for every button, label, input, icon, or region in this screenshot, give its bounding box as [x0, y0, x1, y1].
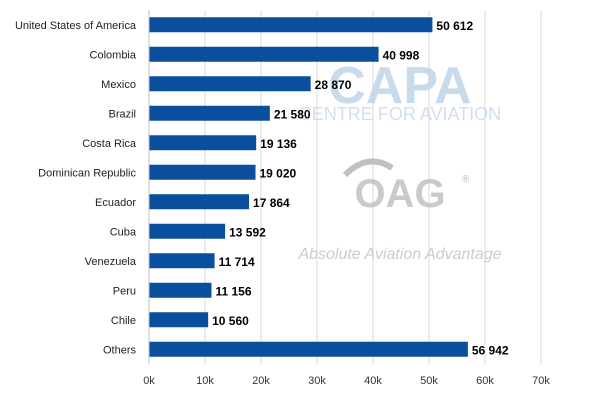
bar [149, 312, 209, 328]
bars [149, 17, 468, 357]
category-label: Venezuela [85, 256, 137, 268]
capa-watermark-logo: CAPA [328, 57, 471, 115]
oag-swoosh-icon [342, 158, 394, 178]
category-label: Mexico [101, 79, 136, 91]
x-tick-label: 10k [196, 375, 214, 387]
category-label: Others [103, 344, 137, 356]
value-label: 19 136 [260, 137, 297, 151]
value-label: 13 592 [229, 225, 266, 239]
category-label: Peru [113, 285, 136, 297]
labels: United States of America 50 612 Colombia 40… [15, 19, 509, 358]
category-label: Ecuador [95, 197, 136, 209]
value-label: 11 156 [215, 284, 251, 298]
grid-lines [204, 10, 542, 364]
oag-registered-mark: ® [462, 174, 470, 185]
value-label: 19 020 [260, 166, 297, 180]
bar [149, 253, 215, 269]
x-tick-label: 40k [364, 375, 382, 387]
category-label: Dominican Republic [38, 167, 136, 179]
x-tick-label: 50k [420, 375, 438, 387]
x-tick-label: 60k [476, 375, 494, 387]
x-tick-label: 0k [143, 375, 155, 387]
bar [149, 76, 311, 92]
category-label: Chile [111, 315, 136, 327]
category-label: Colombia [90, 49, 137, 61]
bar [149, 17, 433, 33]
x-axis: 0k 10k 20k 30k 40k 50k 60k 70k [143, 10, 550, 387]
x-tick-label: 70k [532, 375, 550, 387]
bar [149, 223, 226, 239]
oag-watermark-logo: OAG [354, 172, 445, 216]
bar [149, 194, 250, 210]
bar [149, 164, 256, 180]
bar [149, 282, 212, 298]
watermarks: CAPA CENTRE FOR AVIATION OAG ® Absolute … [297, 57, 501, 263]
value-label: 11 714 [219, 255, 255, 269]
category-label: Brazil [108, 108, 136, 120]
category-label: United States of America [15, 20, 137, 32]
value-label: 56 942 [472, 343, 509, 357]
value-label: 21 580 [274, 107, 311, 121]
category-label: Cuba [110, 226, 137, 238]
bar [149, 341, 468, 357]
x-tick-label: 20k [252, 375, 270, 387]
bar [149, 105, 270, 121]
bar [149, 135, 257, 151]
value-label: 17 864 [253, 196, 290, 210]
x-tick-label: 30k [308, 375, 326, 387]
value-label: 28 870 [315, 78, 352, 92]
value-label: 50 612 [436, 19, 473, 33]
bar [149, 46, 379, 62]
value-label: 40 998 [383, 48, 420, 62]
value-label: 10 560 [212, 314, 249, 328]
oag-watermark-subtitle: Absolute Aviation Advantage [297, 246, 501, 263]
category-label: Costa Rica [82, 138, 137, 150]
capa-watermark-subtitle: CENTRE FOR AVIATION [299, 104, 501, 124]
